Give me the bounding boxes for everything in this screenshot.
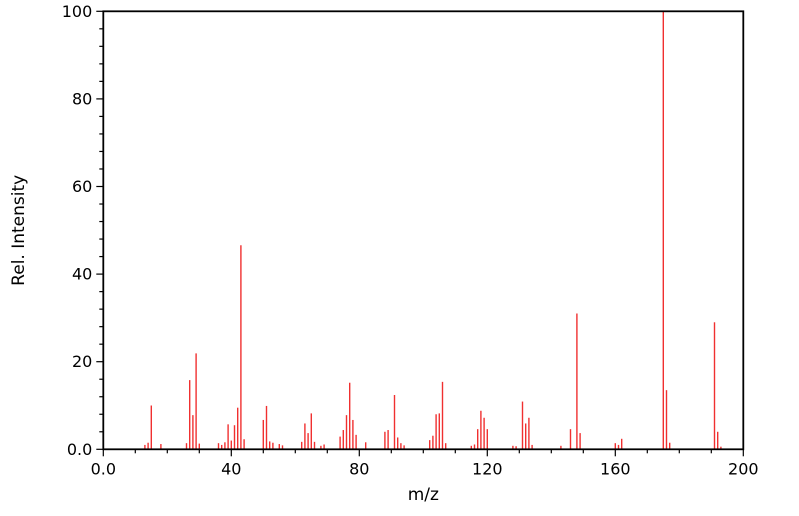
x-axis-label: m/z [408,485,439,505]
x-tick-label: 40 [221,459,241,478]
y-tick-label: 40 [72,265,92,284]
x-tick-label: 0.0 [91,459,116,478]
y-tick-label: 60 [72,177,92,196]
axis-text: 0.0 40 80 120 160 200 0.0 20 40 60 80 100 m/z Rel. In… [9,2,759,505]
y-tick-label: 100 [62,2,93,21]
axes-frame [102,10,745,451]
axis-ticks [96,10,744,457]
y-tick-label: 20 [72,352,92,371]
y-axis-label: Rel. Intensity [9,175,29,286]
x-tick-label: 80 [349,459,369,478]
y-tick-label: 80 [72,89,92,108]
peak-bars [144,11,722,449]
x-tick-label: 160 [600,459,631,478]
y-tick-label: 0.0 [67,440,92,459]
x-tick-label: 120 [472,459,503,478]
plot-frame [102,10,745,451]
x-tick-label: 200 [728,459,759,478]
